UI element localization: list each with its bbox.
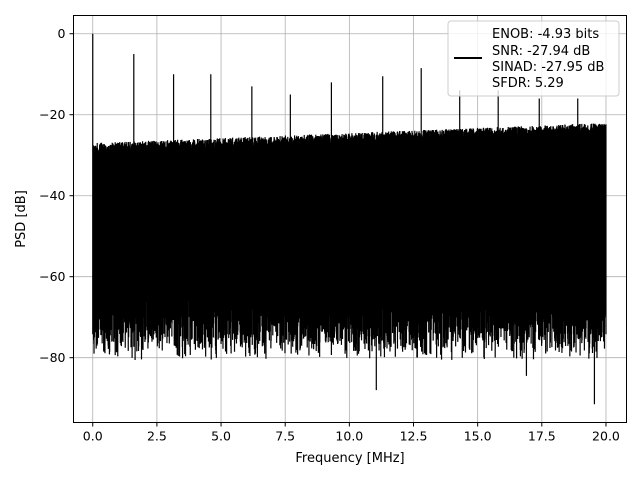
x-tick-label: 12.5: [400, 429, 428, 444]
legend: ENOB: -4.93 bits SNR: -27.94 dB SINAD: -…: [447, 20, 620, 97]
x-tick-label: 7.5: [275, 429, 295, 444]
x-tick-label: 15.0: [464, 429, 492, 444]
y-tick-label: −60: [39, 269, 65, 284]
y-axis-label: PSD [dB]: [14, 190, 29, 248]
legend-line-sinad: SINAD: -27.95 dB: [492, 60, 604, 75]
x-tick-label: 0.0: [83, 429, 103, 444]
legend-line-snr: SNR: -27.94 dB: [492, 44, 590, 59]
legend-line-enob: ENOB: -4.93 bits: [492, 27, 599, 42]
psd-series-line: [92, 33, 607, 405]
y-tick-label: −40: [39, 188, 65, 203]
y-tick-label: −80: [39, 350, 65, 365]
x-tick-label: 2.5: [147, 429, 167, 444]
x-tick-label: 20.0: [592, 429, 620, 444]
y-tick-label: 0: [58, 26, 66, 41]
psd-trace: [92, 33, 607, 405]
x-axis: 0.0 2.5 5.0 7.5 10.0 12.5 15.0 17.5 20.0: [83, 422, 620, 444]
legend-box: [447, 20, 620, 97]
x-tick-label: 10.0: [335, 429, 363, 444]
x-axis-label: Frequency [MHz]: [295, 451, 404, 466]
legend-line-sfdr: SFDR: 5.29: [492, 76, 564, 91]
y-axis: 0 −20 −40 −60 −80: [39, 26, 74, 365]
x-tick-label: 5.0: [211, 429, 231, 444]
plot-area-frame: [73, 15, 627, 423]
x-tick-label: 17.5: [528, 429, 556, 444]
y-tick-label: −20: [39, 107, 65, 122]
